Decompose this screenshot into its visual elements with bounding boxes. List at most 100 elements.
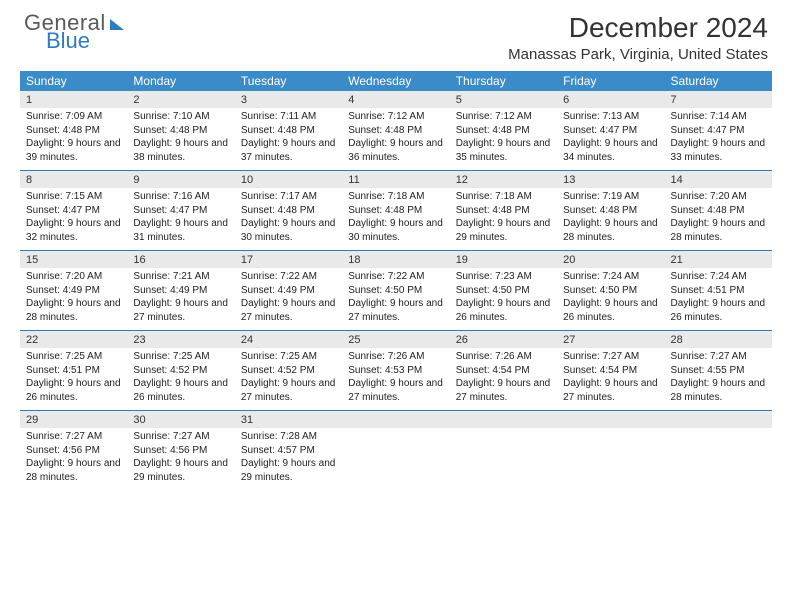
day-of-week-header: Monday <box>127 71 234 91</box>
sunrise-line: Sunrise: 7:22 AM <box>348 270 443 284</box>
daylight-line: Daylight: 9 hours and 30 minutes. <box>241 217 336 244</box>
day-info: Sunrise: 7:17 AMSunset: 4:48 PMDaylight:… <box>235 188 342 250</box>
calendar-cell: 21Sunrise: 7:24 AMSunset: 4:51 PMDayligh… <box>665 251 772 330</box>
daylight-line: Daylight: 9 hours and 27 minutes. <box>563 377 658 404</box>
calendar-cell: . <box>450 411 557 490</box>
daylight-line: Daylight: 9 hours and 26 minutes. <box>563 297 658 324</box>
calendar: SundayMondayTuesdayWednesdayThursdayFrid… <box>0 67 792 490</box>
calendar-cell: 13Sunrise: 7:19 AMSunset: 4:48 PMDayligh… <box>557 171 664 250</box>
sunset-line: Sunset: 4:47 PM <box>133 204 228 218</box>
sunset-line: Sunset: 4:54 PM <box>456 364 551 378</box>
day-number: 18 <box>342 251 449 268</box>
day-number: 13 <box>557 171 664 188</box>
sunset-line: Sunset: 4:48 PM <box>348 124 443 138</box>
sunset-line: Sunset: 4:49 PM <box>26 284 121 298</box>
day-number: 27 <box>557 331 664 348</box>
calendar-cell: 28Sunrise: 7:27 AMSunset: 4:55 PMDayligh… <box>665 331 772 410</box>
day-number: 16 <box>127 251 234 268</box>
sunrise-line: Sunrise: 7:28 AM <box>241 430 336 444</box>
sunrise-line: Sunrise: 7:18 AM <box>456 190 551 204</box>
sunrise-line: Sunrise: 7:27 AM <box>26 430 121 444</box>
day-number: 22 <box>20 331 127 348</box>
sunrise-line: Sunrise: 7:26 AM <box>456 350 551 364</box>
day-number: 29 <box>20 411 127 428</box>
day-info: Sunrise: 7:25 AMSunset: 4:51 PMDaylight:… <box>20 348 127 410</box>
day-number: 11 <box>342 171 449 188</box>
daylight-line: Daylight: 9 hours and 29 minutes. <box>133 457 228 484</box>
calendar-week: 29Sunrise: 7:27 AMSunset: 4:56 PMDayligh… <box>20 411 772 490</box>
daylight-line: Daylight: 9 hours and 28 minutes. <box>671 377 766 404</box>
calendar-cell: 20Sunrise: 7:24 AMSunset: 4:50 PMDayligh… <box>557 251 664 330</box>
title-block: December 2024 Manassas Park, Virginia, U… <box>508 12 768 63</box>
day-number: 12 <box>450 171 557 188</box>
day-info: Sunrise: 7:12 AMSunset: 4:48 PMDaylight:… <box>342 108 449 170</box>
calendar-cell: 8Sunrise: 7:15 AMSunset: 4:47 PMDaylight… <box>20 171 127 250</box>
day-info: Sunrise: 7:18 AMSunset: 4:48 PMDaylight:… <box>450 188 557 250</box>
day-of-week-header: Tuesday <box>235 71 342 91</box>
daylight-line: Daylight: 9 hours and 28 minutes. <box>671 217 766 244</box>
daylight-line: Daylight: 9 hours and 27 minutes. <box>348 377 443 404</box>
sunrise-line: Sunrise: 7:25 AM <box>26 350 121 364</box>
day-number: . <box>557 411 664 428</box>
calendar-cell: 17Sunrise: 7:22 AMSunset: 4:49 PMDayligh… <box>235 251 342 330</box>
sunset-line: Sunset: 4:56 PM <box>26 444 121 458</box>
day-number: 20 <box>557 251 664 268</box>
sunrise-line: Sunrise: 7:09 AM <box>26 110 121 124</box>
day-info: Sunrise: 7:27 AMSunset: 4:55 PMDaylight:… <box>665 348 772 410</box>
calendar-cell: 29 Sunrise: 7:27 AMSunset: 4:56 PMDayligh… <box>20 411 127 490</box>
sunrise-line: Sunrise: 7:20 AM <box>671 190 766 204</box>
calendar-cell: 6Sunrise: 7:13 AMSunset: 4:47 PMDaylight… <box>557 91 664 170</box>
day-of-week-header: Sunday <box>20 71 127 91</box>
day-info: Sunrise: 7:12 AMSunset: 4:48 PMDaylight:… <box>450 108 557 170</box>
sunset-line: Sunset: 4:49 PM <box>241 284 336 298</box>
day-number: 15 <box>20 251 127 268</box>
day-number: . <box>342 411 449 428</box>
logo: General Blue <box>24 12 124 52</box>
calendar-cell: 27Sunrise: 7:27 AMSunset: 4:54 PMDayligh… <box>557 331 664 410</box>
daylight-line: Daylight: 9 hours and 28 minutes. <box>26 457 121 484</box>
calendar-cell: 25Sunrise: 7:26 AMSunset: 4:53 PMDayligh… <box>342 331 449 410</box>
calendar-cell: 11Sunrise: 7:18 AMSunset: 4:48 PMDayligh… <box>342 171 449 250</box>
weeks-container: 1 Sunrise: 7:09 AM Sunset: 4:48 PM Daylight… <box>20 91 772 490</box>
sunrise-line: Sunrise: 7:23 AM <box>456 270 551 284</box>
sunrise-line: Sunrise: 7:24 AM <box>671 270 766 284</box>
sunset-line: Sunset: 4:48 PM <box>456 204 551 218</box>
calendar-cell: 3Sunrise: 7:11 AMSunset: 4:48 PMDaylight… <box>235 91 342 170</box>
daylight-line: Daylight: 9 hours and 26 minutes. <box>26 377 121 404</box>
calendar-week: 8Sunrise: 7:15 AMSunset: 4:47 PMDaylight… <box>20 171 772 251</box>
day-number: 1 <box>20 91 127 108</box>
sunrise-line: Sunrise: 7:12 AM <box>348 110 443 124</box>
day-number: 25 <box>342 331 449 348</box>
calendar-cell: 15Sunrise: 7:20 AMSunset: 4:49 PMDayligh… <box>20 251 127 330</box>
calendar-cell: . <box>557 411 664 490</box>
day-info: Sunrise: 7:27 AMSunset: 4:56 PMDaylight:… <box>127 428 234 490</box>
day-number: 30 <box>127 411 234 428</box>
day-number: . <box>450 411 557 428</box>
day-of-week-header: Saturday <box>665 71 772 91</box>
day-info: Sunrise: 7:14 AMSunset: 4:47 PMDaylight:… <box>665 108 772 170</box>
sunset-line: Sunset: 4:55 PM <box>671 364 766 378</box>
sunset-line: Sunset: 4:47 PM <box>26 204 121 218</box>
calendar-cell: 30Sunrise: 7:27 AMSunset: 4:56 PMDayligh… <box>127 411 234 490</box>
calendar-cell: 4Sunrise: 7:12 AMSunset: 4:48 PMDaylight… <box>342 91 449 170</box>
daylight-line: Daylight: 9 hours and 27 minutes. <box>133 297 228 324</box>
sunrise-line: Sunrise: 7:20 AM <box>26 270 121 284</box>
sunrise-line: Sunrise: 7:24 AM <box>563 270 658 284</box>
day-info: Sunrise: 7:28 AMSunset: 4:57 PMDaylight:… <box>235 428 342 490</box>
day-info <box>450 428 557 486</box>
day-info: Sunrise: 7:21 AMSunset: 4:49 PMDaylight:… <box>127 268 234 330</box>
day-number: 3 <box>235 91 342 108</box>
day-number: 26 <box>450 331 557 348</box>
daylight-line: Daylight: 9 hours and 32 minutes. <box>26 217 121 244</box>
sunset-line: Sunset: 4:52 PM <box>241 364 336 378</box>
calendar-week: 22Sunrise: 7:25 AMSunset: 4:51 PMDayligh… <box>20 331 772 411</box>
sunrise-line: Sunrise: 7:27 AM <box>671 350 766 364</box>
sunrise-line: Sunrise: 7:15 AM <box>26 190 121 204</box>
sunset-line: Sunset: 4:47 PM <box>671 124 766 138</box>
day-info: Sunrise: 7:24 AMSunset: 4:51 PMDaylight:… <box>665 268 772 330</box>
day-number: 10 <box>235 171 342 188</box>
day-info: Sunrise: 7:19 AMSunset: 4:48 PMDaylight:… <box>557 188 664 250</box>
sunset-line: Sunset: 4:50 PM <box>456 284 551 298</box>
day-info: Sunrise: 7:22 AMSunset: 4:50 PMDaylight:… <box>342 268 449 330</box>
sunrise-line: Sunrise: 7:25 AM <box>241 350 336 364</box>
